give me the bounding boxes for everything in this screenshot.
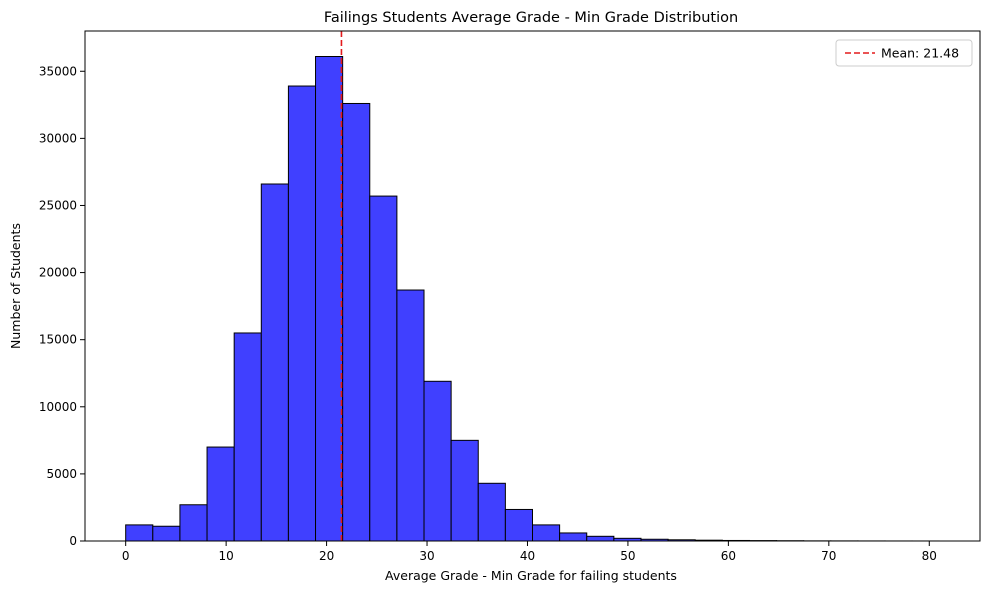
x-axis-label: Average Grade - Min Grade for failing st… bbox=[385, 568, 677, 583]
x-tick-label: 50 bbox=[620, 549, 635, 563]
histogram-bar bbox=[343, 103, 370, 541]
y-tick-label: 20000 bbox=[39, 266, 77, 280]
histogram-bar bbox=[126, 525, 153, 541]
histogram-bar bbox=[533, 525, 560, 541]
x-tick-label: 70 bbox=[821, 549, 836, 563]
y-tick-label: 15000 bbox=[39, 333, 77, 347]
histogram-bar bbox=[560, 533, 587, 541]
legend-mean-label: Mean: 21.48 bbox=[881, 46, 959, 61]
x-axis: 0 10 20 30 40 50 60 70 80 bbox=[122, 541, 937, 563]
histogram-bar bbox=[370, 196, 397, 541]
x-tick-label: 0 bbox=[122, 549, 130, 563]
histogram-bar bbox=[424, 381, 451, 541]
histogram-bar bbox=[207, 447, 234, 541]
x-tick-label: 30 bbox=[419, 549, 434, 563]
y-tick-label: 5000 bbox=[46, 467, 77, 481]
x-tick-label: 60 bbox=[721, 549, 736, 563]
histogram-bar bbox=[316, 57, 343, 542]
x-tick-label: 20 bbox=[319, 549, 334, 563]
histogram-bar bbox=[505, 509, 532, 541]
histogram-bar bbox=[478, 483, 505, 541]
histogram-bar bbox=[451, 440, 478, 541]
histogram-bar bbox=[397, 290, 424, 541]
y-axis-label: Number of Students bbox=[8, 223, 23, 349]
x-tick-label: 40 bbox=[520, 549, 535, 563]
x-tick-label: 10 bbox=[218, 549, 233, 563]
y-tick-label: 25000 bbox=[39, 198, 77, 212]
x-tick-label: 80 bbox=[922, 549, 937, 563]
histogram-bar bbox=[180, 505, 207, 541]
histogram-bar bbox=[587, 536, 614, 541]
histogram-bar bbox=[288, 86, 315, 541]
y-tick-label: 35000 bbox=[39, 64, 77, 78]
bars-layer bbox=[126, 57, 940, 542]
histogram-bar bbox=[261, 184, 288, 541]
histogram-bar bbox=[153, 526, 180, 541]
y-axis: 0 5000 10000 15000 20000 25000 30000 35000 bbox=[39, 64, 85, 548]
legend: Mean: 21.48 bbox=[836, 40, 972, 66]
chart-title: Failings Students Average Grade - Min Gr… bbox=[324, 10, 738, 26]
histogram-bar bbox=[234, 333, 261, 541]
y-tick-label: 0 bbox=[69, 534, 77, 548]
y-tick-label: 10000 bbox=[39, 400, 77, 414]
y-tick-label: 30000 bbox=[39, 131, 77, 145]
